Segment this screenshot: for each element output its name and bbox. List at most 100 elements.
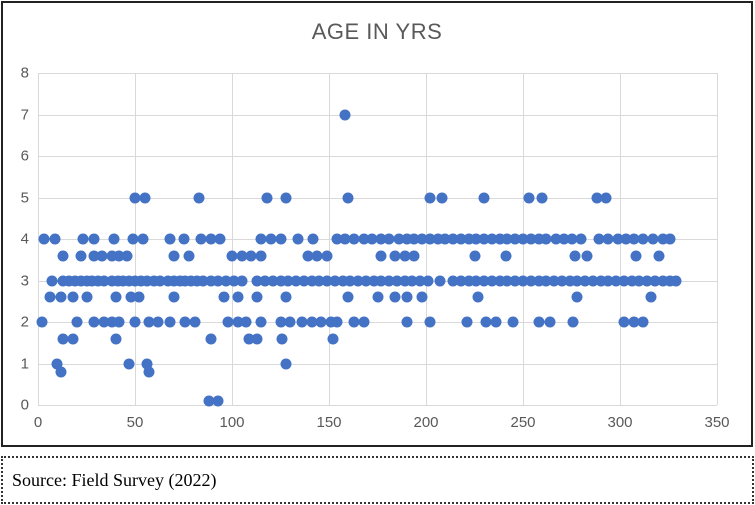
data-point (478, 233, 490, 245)
data-point (129, 316, 141, 328)
data-point (401, 291, 413, 303)
data-point (645, 291, 657, 303)
data-point (342, 192, 354, 203)
data-point (280, 358, 292, 369)
data-point (566, 233, 577, 245)
data-point (536, 192, 548, 203)
data-point (63, 275, 75, 286)
data-point (478, 192, 490, 203)
data-point (628, 316, 640, 328)
data-point (275, 275, 286, 286)
x-tick-label-300: 300 (607, 414, 633, 431)
data-point (567, 316, 579, 328)
data-point (143, 316, 155, 328)
data-point (81, 291, 92, 303)
data-point (183, 250, 195, 262)
gridline-y-2 (38, 322, 717, 323)
gridline-y-7 (38, 114, 717, 116)
data-point (275, 316, 286, 328)
data-point (113, 316, 125, 328)
data-point (447, 233, 459, 245)
data-point (389, 291, 401, 303)
data-point (544, 316, 556, 328)
data-point (602, 233, 614, 245)
data-point (226, 250, 238, 262)
data-point (280, 192, 292, 203)
data-point (110, 291, 122, 303)
data-point (195, 233, 207, 245)
data-point (424, 233, 436, 245)
data-point (123, 358, 135, 369)
data-point (533, 275, 545, 286)
data-point (461, 316, 473, 328)
data-point (46, 275, 58, 286)
data-point (358, 316, 370, 328)
data-point (372, 291, 383, 303)
data-point (178, 233, 189, 245)
x-tick-label-200: 200 (413, 414, 439, 431)
data-point (618, 275, 630, 286)
data-point (383, 275, 395, 286)
data-point (38, 233, 50, 245)
data-point (306, 275, 318, 286)
data-point (139, 192, 151, 203)
data-point (401, 233, 413, 245)
data-point (587, 275, 599, 286)
data-point (162, 275, 174, 286)
data-point (358, 233, 370, 245)
data-point (657, 275, 669, 286)
data-point (86, 275, 98, 286)
data-point (148, 275, 160, 286)
data-point (193, 192, 205, 203)
data-point (261, 192, 273, 203)
data-point (267, 275, 279, 286)
data-point (117, 275, 129, 286)
data-point (185, 275, 197, 286)
data-point (337, 275, 349, 286)
data-point (88, 316, 100, 328)
data-point (455, 233, 467, 245)
data-point (637, 316, 649, 328)
data-point (344, 275, 356, 286)
data-point (44, 291, 56, 303)
data-point (236, 275, 248, 286)
data-point (51, 358, 63, 369)
data-point (647, 233, 659, 245)
data-point (296, 316, 308, 328)
data-point (141, 358, 153, 369)
data-point (259, 275, 271, 286)
data-point (57, 275, 69, 286)
data-point (533, 316, 545, 328)
data-point (112, 275, 124, 286)
chart-title: AGE IN YRS (311, 19, 443, 44)
data-point (494, 275, 506, 286)
data-point (96, 250, 108, 262)
data-point (424, 316, 436, 328)
data-point (414, 275, 426, 286)
data-point (154, 275, 166, 286)
data-point (123, 275, 135, 286)
data-point (348, 316, 360, 328)
data-point (106, 316, 118, 328)
data-point (375, 233, 387, 245)
y-tick-label-7: 7 (20, 106, 29, 123)
data-point (670, 275, 682, 286)
data-point (77, 233, 89, 245)
data-point (432, 233, 444, 245)
y-tick-label-8: 8 (20, 64, 29, 82)
data-point (98, 316, 110, 328)
data-point (480, 316, 492, 328)
data-point (331, 233, 343, 245)
data-point (69, 275, 81, 286)
data-point (595, 275, 607, 286)
gridline-y-0 (38, 405, 717, 406)
data-point (222, 316, 234, 328)
data-point (633, 275, 645, 286)
data-point (439, 233, 451, 245)
data-point (329, 275, 341, 286)
data-point (416, 291, 428, 303)
gridline-y-5 (38, 197, 717, 199)
data-point (306, 316, 318, 328)
data-point (232, 291, 244, 303)
data-point (218, 291, 230, 303)
